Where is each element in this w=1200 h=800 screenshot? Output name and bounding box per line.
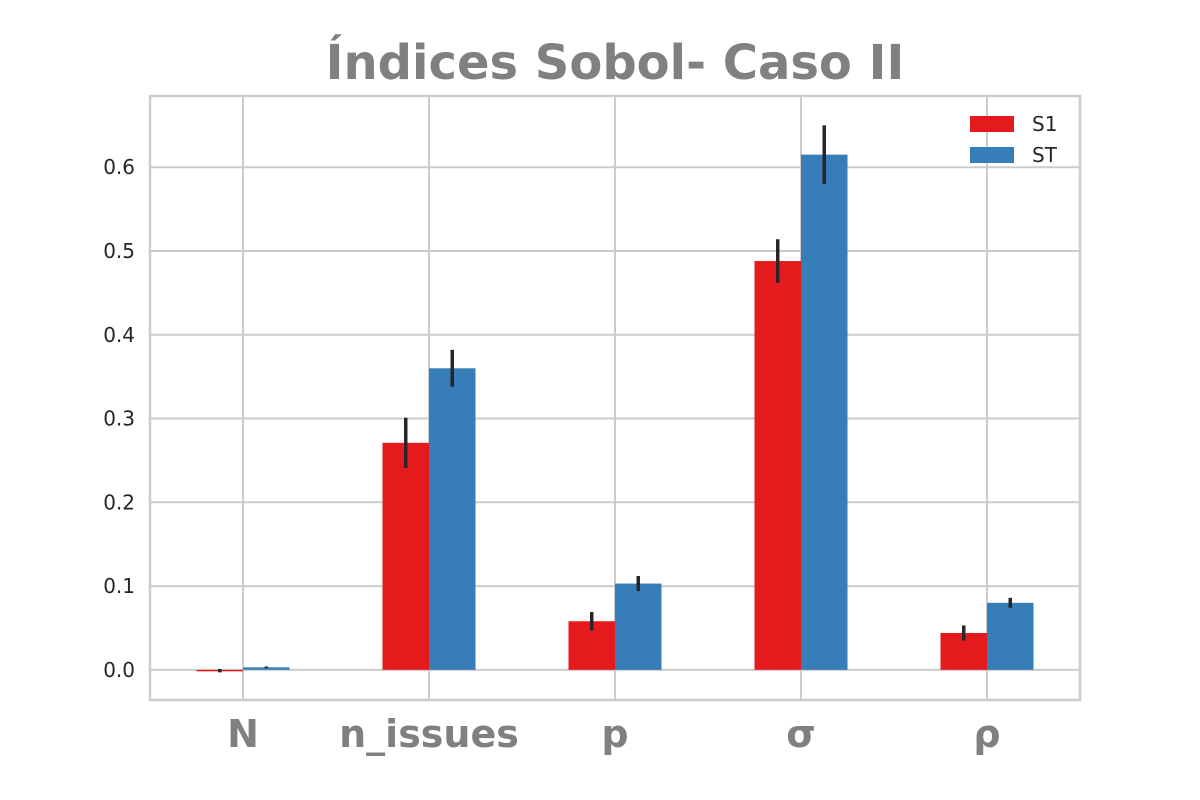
y-tick-label: 0.4 xyxy=(103,323,135,347)
y-tick-label: 0.5 xyxy=(103,239,135,263)
x-tick-label: n_issues xyxy=(339,712,519,756)
legend-label-s1: S1 xyxy=(1032,112,1057,136)
x-tick-label: ρ xyxy=(973,712,1000,756)
plot-area-frame xyxy=(148,94,1082,702)
bar-s1 xyxy=(382,442,429,670)
bar-st xyxy=(243,667,290,670)
bar-st xyxy=(615,583,662,670)
legend-swatch-s1 xyxy=(970,116,1014,132)
bar-st xyxy=(987,602,1034,670)
x-tick-label: N xyxy=(227,712,259,756)
bar-s1 xyxy=(754,261,801,670)
chart-title: Índices Sobol- Caso II xyxy=(326,34,905,91)
bar-st xyxy=(801,154,848,670)
legend: S1 ST xyxy=(970,112,1058,167)
legend-label-st: ST xyxy=(1032,143,1058,167)
y-tick-label: 0.3 xyxy=(103,407,135,431)
y-axis-tick-labels: 0.0 0.1 0.2 0.3 0.4 0.5 0.6 xyxy=(103,155,135,682)
x-tick-label: p xyxy=(601,712,628,756)
y-tick-label: 0.1 xyxy=(103,574,135,598)
bar-st xyxy=(429,368,476,670)
y-tick-label: 0.6 xyxy=(103,155,135,179)
y-tick-label: 0.2 xyxy=(103,490,135,514)
error-bars xyxy=(218,125,1012,673)
legend-swatch-st xyxy=(970,147,1014,163)
x-tick-label: σ xyxy=(786,712,816,756)
bars xyxy=(196,154,1034,672)
y-tick-label: 0.0 xyxy=(103,658,135,682)
